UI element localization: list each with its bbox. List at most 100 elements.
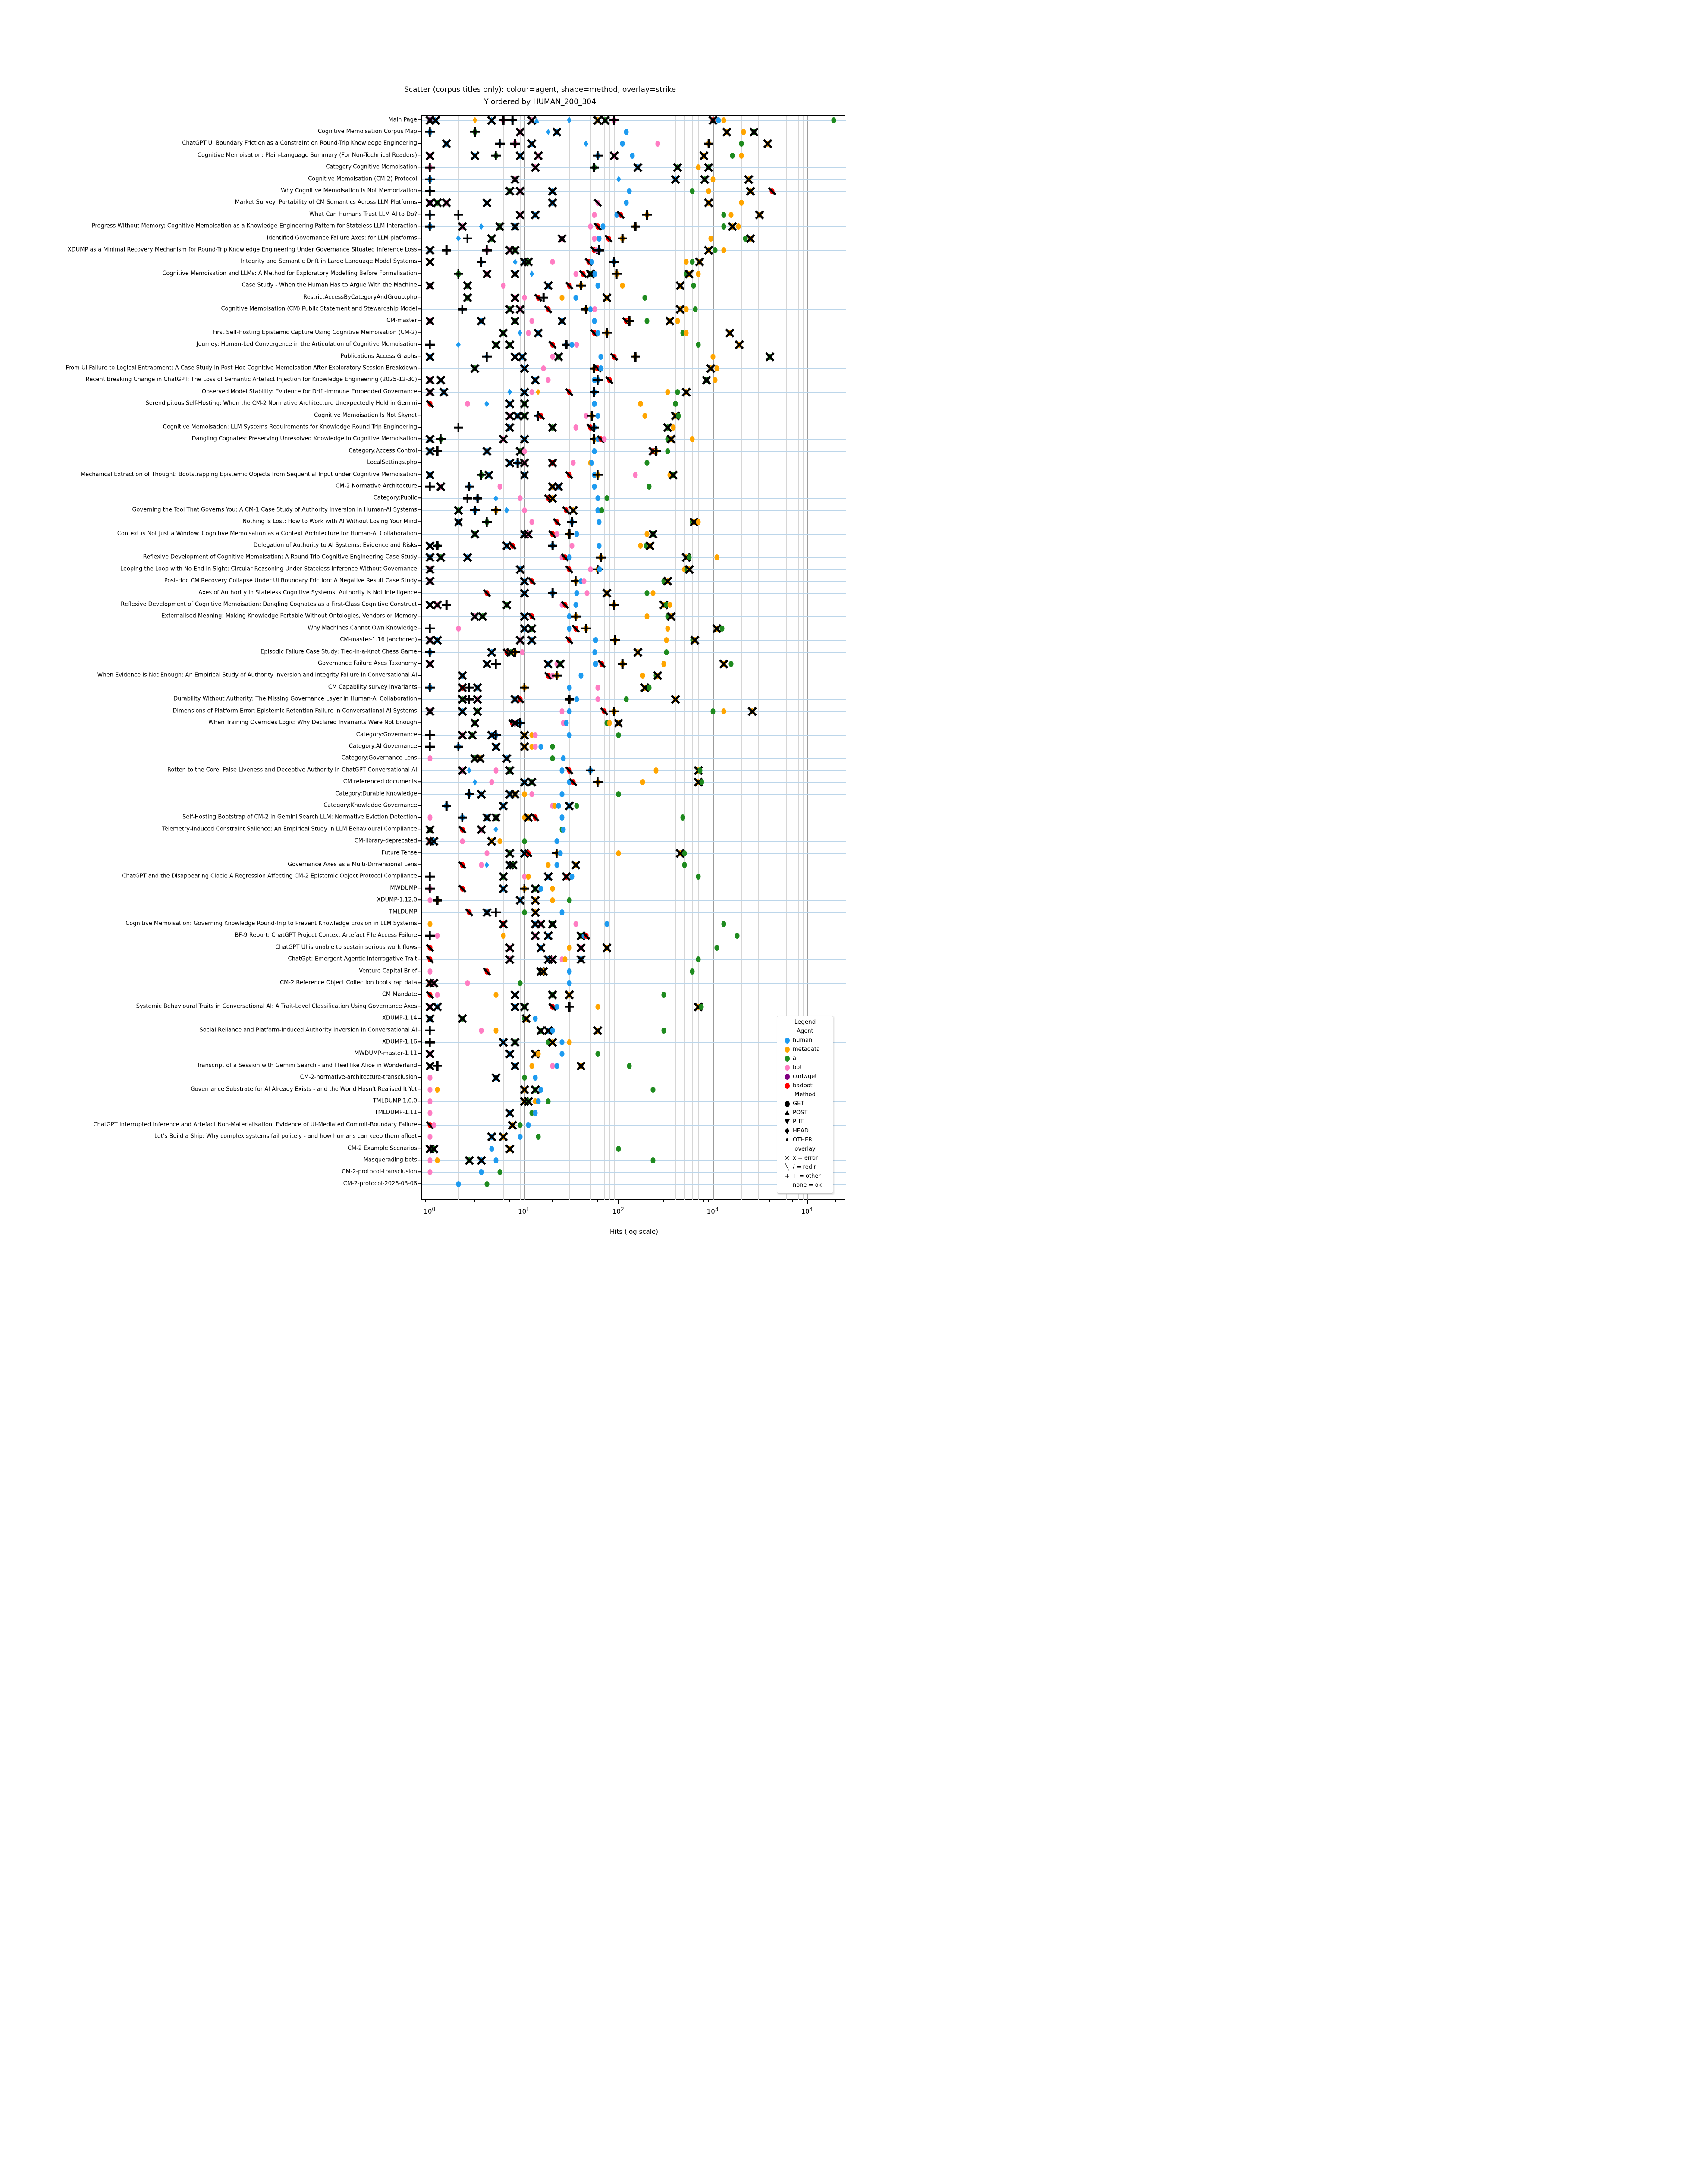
overlay-redir-mark bbox=[457, 824, 468, 835]
y-tick-label: CM-2 Normative Architecture bbox=[336, 483, 417, 490]
overlay-plus-mark bbox=[457, 304, 468, 315]
overlay-plus-mark bbox=[464, 481, 475, 492]
y-tick-label: Episodic Failure Case Study: Tied-in-a-K… bbox=[261, 648, 417, 655]
badbot-agent-icon bbox=[782, 1082, 793, 1089]
legend-item-label: OTHER bbox=[793, 1137, 813, 1143]
y-tick bbox=[418, 864, 421, 865]
y-tick-label: LocalSettings.php bbox=[367, 459, 417, 466]
gridline-minor bbox=[609, 116, 610, 1200]
overlay-plus-mark bbox=[476, 256, 487, 267]
legend: Legend Agent human metadata ai bot curlwget ba… bbox=[777, 1016, 833, 1194]
data-point bbox=[644, 318, 650, 324]
data-point bbox=[427, 814, 433, 821]
overlay-x-mark bbox=[504, 1107, 515, 1119]
data-point bbox=[538, 1086, 543, 1093]
overlay-x-mark bbox=[568, 505, 579, 516]
overlay-x-mark bbox=[538, 966, 549, 977]
data-point bbox=[616, 791, 621, 797]
data-point bbox=[574, 802, 579, 809]
data-point bbox=[538, 743, 543, 750]
row-guide-line bbox=[422, 368, 846, 369]
y-tick bbox=[418, 805, 421, 806]
overlay-x-mark bbox=[424, 469, 436, 481]
overlay-redir-mark bbox=[543, 304, 554, 315]
data-point bbox=[522, 294, 527, 301]
overlay-redir-mark bbox=[551, 516, 562, 528]
overlay-x-mark bbox=[432, 635, 443, 646]
data-point bbox=[479, 1169, 484, 1176]
legend-item: GET bbox=[782, 1099, 829, 1108]
row-guide-line bbox=[422, 794, 846, 795]
overlay-x-mark bbox=[424, 1013, 436, 1024]
data-point bbox=[518, 1122, 523, 1128]
data-point bbox=[569, 543, 575, 549]
overlay-plus-mark bbox=[592, 374, 603, 386]
x-tick-minor bbox=[708, 1200, 709, 1202]
data-point bbox=[574, 696, 579, 703]
overlay-x-mark bbox=[490, 812, 502, 823]
overlay-x-mark bbox=[564, 800, 575, 811]
data-point bbox=[493, 1157, 499, 1164]
data-point bbox=[690, 188, 695, 194]
data-point bbox=[529, 732, 534, 738]
data-point bbox=[456, 1181, 461, 1187]
data-point bbox=[741, 129, 746, 135]
y-tick-label: Nothing Is Lost: How to Work with AI Wit… bbox=[242, 518, 417, 525]
row-guide-line bbox=[422, 451, 846, 452]
data-point bbox=[690, 968, 695, 975]
overlay-x-mark bbox=[483, 469, 494, 481]
data-point bbox=[550, 743, 555, 750]
legend-item: POST bbox=[782, 1108, 829, 1117]
data-point bbox=[465, 401, 470, 407]
overlay-redir-mark bbox=[564, 564, 575, 575]
overlay-plus-mark bbox=[519, 682, 530, 693]
y-tick bbox=[418, 604, 421, 605]
x-tick-label: 101 bbox=[518, 1206, 530, 1215]
legend-item: badbot bbox=[782, 1081, 829, 1090]
y-tick-label: When Evidence Is Not Enough: An Empirica… bbox=[97, 672, 417, 679]
data-point bbox=[497, 1169, 502, 1176]
data-point bbox=[534, 118, 540, 123]
overlay-x-mark bbox=[703, 162, 714, 173]
overlay-x-mark bbox=[457, 765, 468, 776]
put-method-icon bbox=[782, 1119, 793, 1124]
data-point bbox=[696, 956, 701, 963]
overlay-redir-mark bbox=[604, 374, 615, 386]
y-tick-label: CM-2-protocol-transclusion bbox=[342, 1168, 417, 1175]
overlay-x-mark bbox=[498, 1131, 509, 1142]
overlay-plus-mark bbox=[585, 765, 596, 776]
data-point bbox=[642, 294, 647, 301]
data-point bbox=[564, 720, 569, 726]
data-point bbox=[604, 495, 609, 502]
overlay-plus-mark bbox=[641, 209, 653, 220]
overlay-x-mark bbox=[498, 434, 509, 445]
data-point bbox=[559, 956, 565, 963]
y-tick-label: ChatGPT Interrupted Inference and Artefa… bbox=[93, 1121, 417, 1128]
overlay-x-mark bbox=[547, 422, 558, 433]
data-point bbox=[682, 862, 687, 868]
y-tick bbox=[418, 237, 421, 239]
overlay-plus-mark bbox=[481, 351, 493, 362]
legend-item-label: + = other bbox=[793, 1173, 821, 1179]
overlay-plus-mark bbox=[601, 327, 612, 339]
overlay-plus-mark bbox=[424, 162, 436, 173]
y-tick-label: Category:Access Control bbox=[349, 447, 417, 454]
x-tick bbox=[524, 1200, 525, 1204]
overlay-redir-mark bbox=[570, 623, 581, 634]
data-point bbox=[472, 117, 477, 123]
data-point bbox=[638, 401, 643, 407]
y-tick-label: Dangling Cognates: Preserving Unresolved… bbox=[192, 435, 417, 442]
overlay-plus-mark bbox=[547, 540, 558, 551]
overlay-x-mark bbox=[547, 954, 558, 965]
overlay-x-mark bbox=[462, 280, 473, 291]
overlay-redir-mark bbox=[481, 966, 493, 977]
data-point bbox=[536, 389, 541, 396]
data-point bbox=[561, 826, 566, 833]
data-point bbox=[633, 472, 638, 478]
overlay-x-mark bbox=[476, 1155, 487, 1166]
figure: Scatter (corpus titles only): colour=age… bbox=[0, 0, 854, 1343]
data-point bbox=[493, 767, 499, 774]
row-guide-line bbox=[422, 758, 846, 759]
data-point bbox=[597, 543, 602, 549]
overlay-x-mark bbox=[515, 126, 526, 138]
